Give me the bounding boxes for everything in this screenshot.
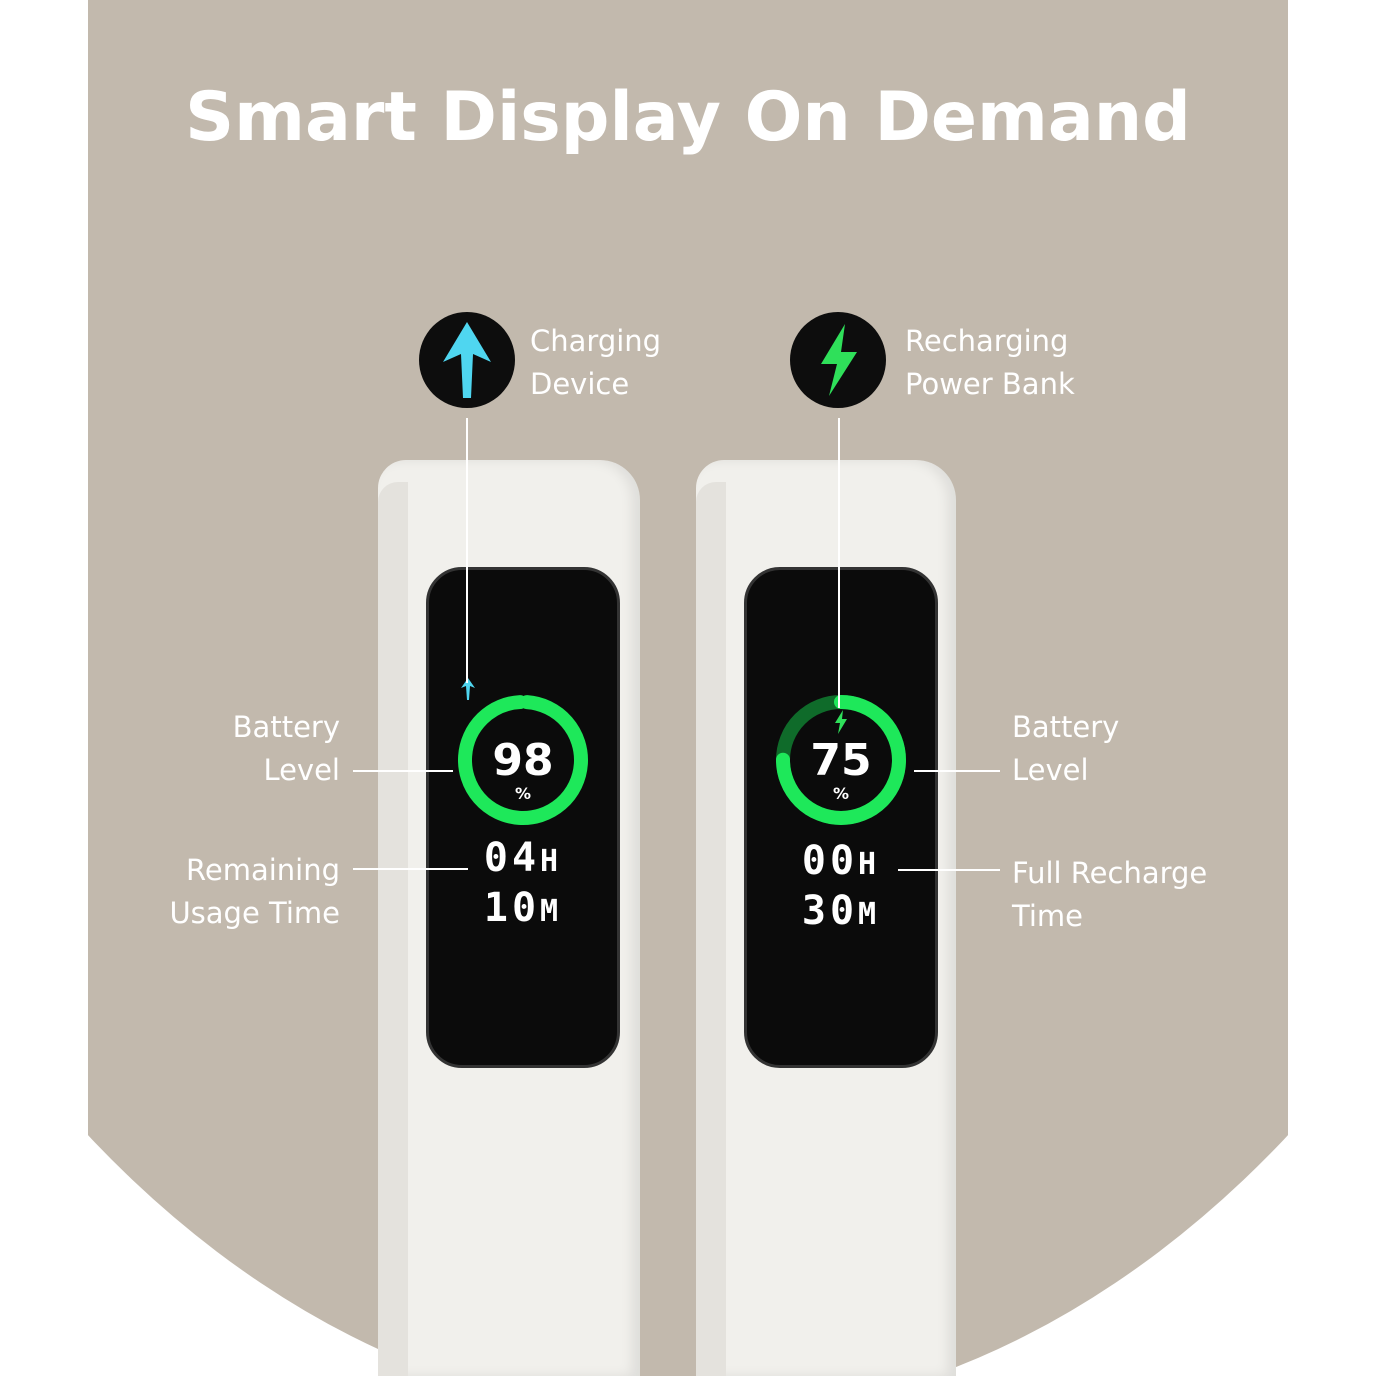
arrow-up-icon: [443, 322, 491, 398]
hours-unit: H: [540, 844, 563, 879]
label-line: Battery: [1012, 710, 1120, 744]
battery-percent: 98: [492, 735, 554, 786]
minutes-unit: M: [858, 897, 881, 932]
callout-line: [353, 770, 453, 772]
hours: 04H: [429, 835, 617, 881]
label-line: Power Bank: [905, 367, 1075, 401]
minutes: 30M: [747, 888, 935, 934]
label-line: Level: [263, 753, 340, 787]
left-display: 98 % 04H 10M: [426, 567, 620, 1068]
charging-device-badge: [419, 312, 515, 408]
label-line: Remaining: [186, 853, 340, 887]
battery-ring: [458, 695, 588, 825]
hours: 00H: [747, 838, 935, 884]
label-line: Usage Time: [169, 896, 340, 930]
label-line: Full Recharge: [1012, 856, 1208, 890]
callout-line: [898, 869, 1000, 871]
full-recharge-label: Full Recharge Time: [1012, 852, 1207, 938]
charging-device-label: Charging Device: [530, 320, 661, 406]
minutes-unit: M: [540, 894, 563, 929]
battery-level-label-left: Battery Level: [150, 706, 340, 792]
label-line: Time: [1012, 899, 1083, 933]
percent-sign: %: [832, 784, 850, 803]
label-line: Device: [530, 367, 630, 401]
page-title: Smart Display On Demand: [185, 78, 1191, 157]
small-arrow-up-icon: [461, 678, 475, 700]
small-lightning-icon: [835, 710, 847, 734]
percent-sign: %: [514, 784, 532, 803]
lightning-bolt-icon: [821, 324, 857, 396]
battery-percent: 75: [810, 735, 872, 786]
recharging-power-bank-label: Recharging Power Bank: [905, 320, 1075, 406]
minutes-value: 30: [801, 888, 859, 934]
battery-ring: [776, 695, 906, 825]
remaining-usage-label: Remaining Usage Time: [100, 849, 340, 935]
minutes-value: 10: [483, 885, 541, 931]
recharging-badge: [790, 312, 886, 408]
background-panel: [88, 0, 1288, 1376]
label-line: Recharging: [905, 324, 1069, 358]
hours-value: 00: [801, 838, 859, 884]
hours-unit: H: [858, 847, 881, 882]
hours-value: 04: [483, 835, 541, 881]
callout-line: [838, 418, 840, 708]
label-line: Level: [1012, 753, 1089, 787]
label-line: Charging: [530, 324, 662, 358]
battery-level-label-right: Battery Level: [1012, 706, 1119, 792]
callout-line: [353, 868, 468, 870]
right-display: 75 % 00H 30M: [744, 567, 938, 1068]
callout-line: [466, 418, 468, 683]
callout-line: [914, 770, 1000, 772]
minutes: 10M: [429, 885, 617, 931]
label-line: Battery: [232, 710, 340, 744]
